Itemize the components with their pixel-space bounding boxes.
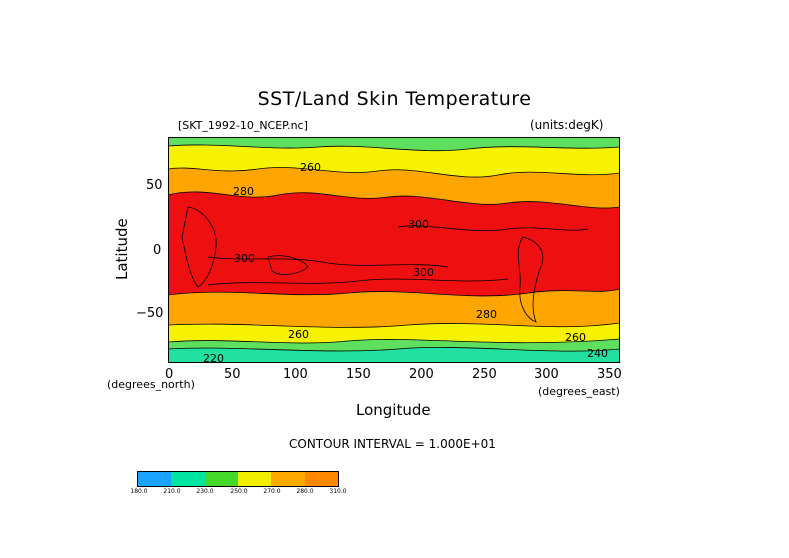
map-title: SST/Land Skin Temperature: [257, 88, 532, 110]
contour-label-260-north: 260: [300, 161, 321, 174]
colorbar-swatch-4: [237, 472, 272, 486]
colorbar-swatch-5: [271, 472, 305, 486]
contour-label-260-south-east: 260: [565, 331, 586, 344]
temperature-map: [168, 137, 620, 363]
units-label: (units:degK): [530, 118, 604, 132]
file-label: [SKT_1992-10_NCEP.nc]: [178, 119, 308, 132]
x-tick-350: 350: [597, 367, 622, 382]
x-axis-units: (degrees_east): [538, 385, 620, 398]
y-tick-minus50: −50: [136, 306, 164, 321]
colorbar-label-1: 180.0: [130, 488, 148, 495]
colorbar-swatch-2: [171, 472, 205, 486]
colorbar-label-7: 310.0: [329, 488, 347, 495]
colorbar-label-2: 210.0: [163, 488, 181, 495]
y-axis-title-wrap: Latitude: [107, 218, 137, 282]
y-tick-0: 0: [153, 243, 162, 258]
x-tick-0: 0: [165, 367, 174, 382]
x-tick-250: 250: [472, 367, 497, 382]
colorbar-label-5: 270.0: [263, 488, 281, 495]
contour-label-280-north: 280: [233, 185, 254, 198]
colorbar-swatch-1: [138, 472, 172, 486]
x-axis-title: Longitude: [356, 401, 431, 419]
x-tick-150: 150: [346, 367, 371, 382]
region-asia-warm: [207, 198, 329, 234]
x-tick-100: 100: [283, 367, 308, 382]
contour-label-240: 240: [587, 347, 608, 360]
colorbar: [137, 471, 339, 487]
x-tick-200: 200: [409, 367, 434, 382]
contour-label-220: 220: [203, 352, 224, 365]
colorbar-swatch-6: [304, 472, 338, 486]
colorbar-label-4: 250.0: [230, 488, 248, 495]
colorbar-swatch-3: [204, 472, 238, 486]
x-tick-50: 50: [224, 367, 241, 382]
contour-label-260-south-west: 260: [288, 328, 309, 341]
region-arctic-green: [168, 137, 620, 151]
contour-label-300-east: 300: [408, 218, 429, 231]
y-axis-title: Latitude: [113, 218, 131, 280]
contour-interval: CONTOUR INTERVAL = 1.000E+01: [289, 437, 496, 451]
contour-label-300-west: 300: [234, 252, 255, 265]
y-axis-units: (degrees_north): [107, 378, 195, 391]
x-tick-300: 300: [534, 367, 559, 382]
y-tick-50: 50: [146, 178, 163, 193]
contour-label-280-south: 280: [476, 308, 497, 321]
colorbar-label-3: 230.0: [196, 488, 214, 495]
region-antarctic-teal: [168, 347, 620, 363]
colorbar-label-6: 280.0: [296, 488, 314, 495]
contour-label-300-central: 300: [413, 266, 434, 279]
